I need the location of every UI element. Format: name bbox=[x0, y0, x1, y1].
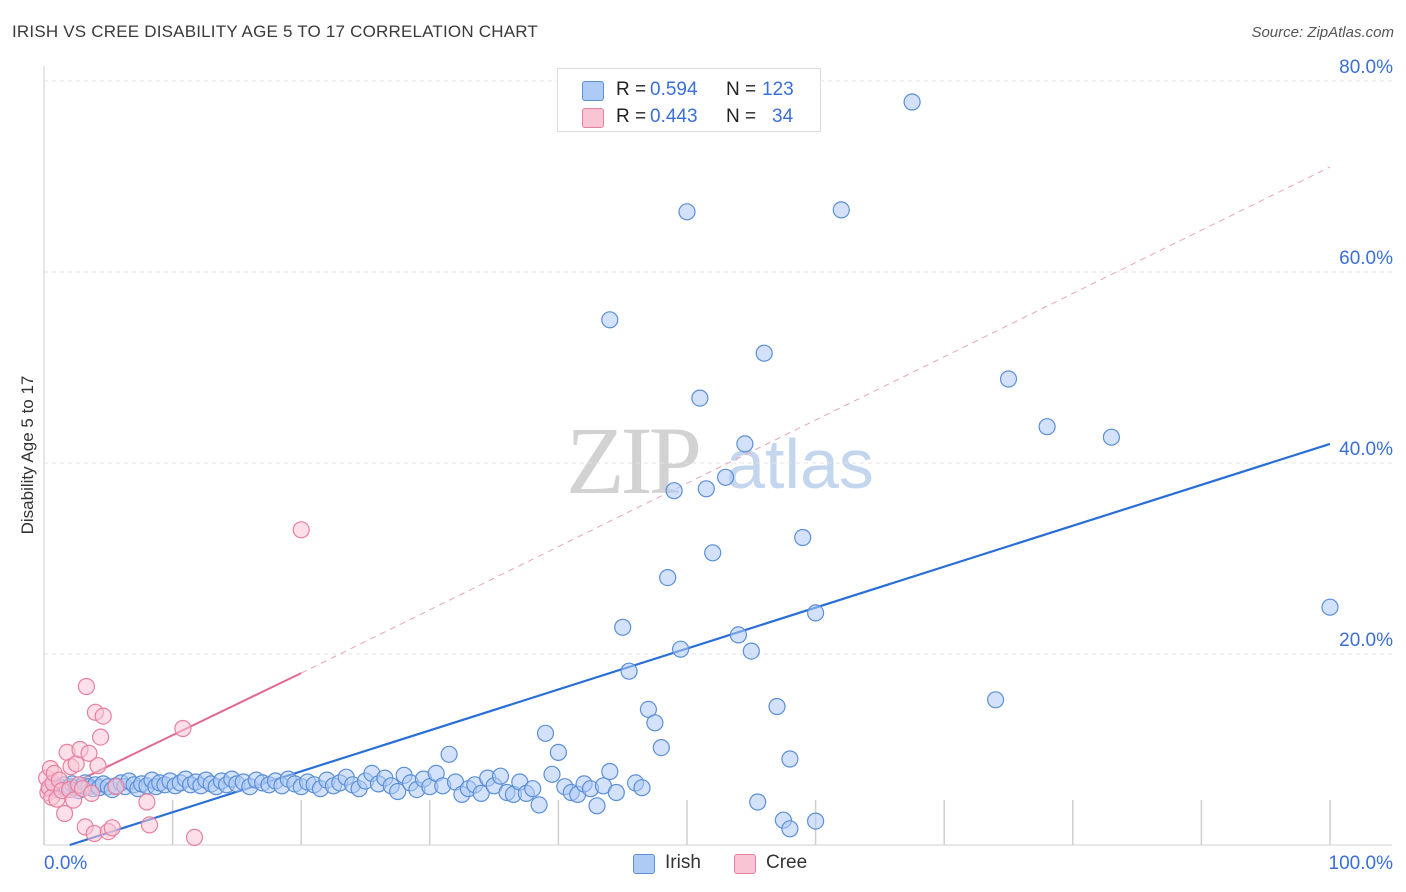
y-tick-label: 40.0% bbox=[1339, 439, 1393, 460]
irish-swatch bbox=[633, 854, 655, 874]
irish-point bbox=[697, 480, 715, 498]
irish-point bbox=[652, 738, 670, 757]
irish-point bbox=[614, 618, 632, 636]
irish-point bbox=[781, 820, 799, 838]
r-value: 0.594 bbox=[650, 79, 698, 100]
gridlines bbox=[44, 80, 1392, 655]
irish-point bbox=[729, 626, 748, 644]
cree-point bbox=[67, 755, 85, 773]
r-label: R = bbox=[616, 79, 647, 100]
irish-point bbox=[999, 370, 1018, 388]
cree-point bbox=[107, 778, 125, 796]
cree-point bbox=[94, 707, 112, 725]
cree-point bbox=[174, 719, 192, 738]
cree-trend-extension bbox=[300, 166, 1331, 674]
n-label: N = bbox=[726, 79, 757, 100]
irish-point bbox=[749, 793, 767, 811]
irish-point bbox=[704, 544, 722, 562]
irish-point bbox=[472, 784, 490, 803]
irish-point bbox=[1038, 418, 1056, 436]
cree-point bbox=[138, 793, 156, 811]
y-tick-label: 20.0% bbox=[1339, 630, 1393, 651]
irish-point bbox=[678, 203, 696, 221]
irish-point bbox=[986, 691, 1005, 709]
x-tick-label: 100.0% bbox=[1329, 853, 1394, 874]
tick-labels: 20.0% 40.0% 60.0% 80.0% 0.0% 100.0% bbox=[44, 57, 1393, 874]
cree-point bbox=[55, 804, 74, 823]
cree-point bbox=[80, 744, 98, 762]
irish-point bbox=[1102, 428, 1121, 446]
irish-point bbox=[530, 796, 548, 814]
irish-point bbox=[536, 724, 555, 742]
x-tick-label: 0.0% bbox=[44, 853, 87, 874]
n-value: 34 bbox=[772, 106, 794, 127]
y-tick-label: 80.0% bbox=[1339, 57, 1393, 78]
irish-point bbox=[806, 604, 825, 622]
irish-point bbox=[524, 780, 542, 798]
cree-point bbox=[85, 824, 103, 843]
irish-point bbox=[588, 797, 606, 815]
irish-point bbox=[601, 311, 619, 329]
irish-point bbox=[806, 812, 825, 830]
cree-swatch bbox=[734, 854, 756, 874]
axes bbox=[43, 66, 1392, 846]
irish-point bbox=[691, 389, 709, 407]
cree-point bbox=[185, 828, 204, 847]
n-value: 123 bbox=[762, 79, 794, 100]
irish-point bbox=[665, 482, 683, 500]
irish-point bbox=[768, 697, 786, 716]
irish-point bbox=[620, 662, 638, 680]
irish-point bbox=[781, 750, 799, 768]
cree-point bbox=[140, 816, 159, 834]
irish-point bbox=[491, 767, 510, 785]
cree-point bbox=[91, 728, 110, 746]
r-label: R = bbox=[616, 106, 647, 127]
r-value: 0.443 bbox=[650, 106, 698, 127]
irish-swatch bbox=[582, 81, 604, 101]
stats-legend-row-irish: R = 0.594 N = 123 bbox=[558, 77, 820, 103]
series-legend: Irish Cree bbox=[0, 851, 1406, 877]
irish-point bbox=[903, 93, 921, 111]
data-points bbox=[37, 93, 1339, 847]
cree-swatch bbox=[582, 108, 604, 128]
cree-point bbox=[82, 784, 101, 803]
irish-point bbox=[633, 779, 651, 797]
legend-label-cree: Cree bbox=[766, 852, 808, 873]
watermark: ZIP atlas bbox=[566, 407, 874, 514]
cree-point bbox=[103, 819, 121, 837]
irish-point bbox=[549, 743, 568, 762]
irish-point bbox=[832, 201, 850, 219]
irish-point bbox=[659, 568, 677, 587]
irish-point bbox=[736, 435, 754, 453]
irish-point bbox=[716, 468, 735, 486]
irish-point bbox=[671, 640, 690, 658]
irish-point bbox=[543, 765, 561, 783]
irish-point bbox=[742, 642, 760, 660]
irish-point bbox=[755, 344, 773, 362]
legend-label-irish: Irish bbox=[665, 852, 701, 873]
cree-point bbox=[77, 677, 96, 696]
cree-point bbox=[89, 757, 107, 775]
cree-point bbox=[64, 791, 83, 809]
irish-point bbox=[607, 783, 625, 802]
irish-point bbox=[440, 745, 458, 763]
stats-legend-row-cree: R = 0.443 N = 34 bbox=[558, 104, 820, 130]
irish-point bbox=[794, 528, 812, 547]
n-label: N = bbox=[726, 106, 757, 127]
irish-point bbox=[389, 782, 407, 801]
chart-title: IRISH VS CREE DISABILITY AGE 5 TO 17 COR… bbox=[12, 22, 538, 41]
irish-point bbox=[646, 714, 664, 732]
irish-point bbox=[601, 762, 619, 781]
irish-point bbox=[1321, 598, 1339, 616]
y-tick-label: 60.0% bbox=[1339, 248, 1393, 269]
stats-legend: R = 0.594 N = 123 R = 0.443 N = 34 bbox=[557, 68, 821, 132]
cree-point bbox=[292, 521, 310, 539]
source-credit: Source: ZipAtlas.com bbox=[1251, 24, 1394, 41]
